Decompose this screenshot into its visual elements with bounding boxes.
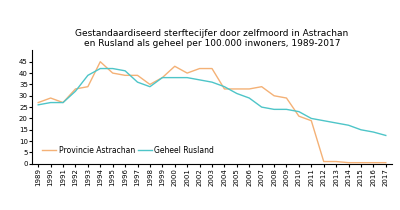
Geheel Rusland <box>123 70 128 72</box>
Provincie Astrachan <box>197 67 202 70</box>
Provincie Astrachan <box>86 85 90 88</box>
Provincie Astrachan <box>185 72 190 74</box>
Provincie Astrachan <box>321 160 326 163</box>
Provincie Astrachan <box>309 119 314 122</box>
Provincie Astrachan <box>123 74 128 77</box>
Provincie Astrachan <box>210 67 214 70</box>
Geheel Rusland <box>284 108 289 111</box>
Geheel Rusland <box>61 101 66 104</box>
Provincie Astrachan <box>48 97 53 99</box>
Geheel Rusland <box>185 76 190 79</box>
Provincie Astrachan <box>148 83 152 86</box>
Geheel Rusland <box>346 124 351 126</box>
Geheel Rusland <box>234 92 239 95</box>
Geheel Rusland <box>309 117 314 120</box>
Provincie Astrachan <box>61 101 66 104</box>
Provincie Astrachan <box>247 88 252 90</box>
Geheel Rusland <box>272 108 276 111</box>
Provincie Astrachan <box>98 60 103 63</box>
Geheel Rusland <box>197 79 202 81</box>
Geheel Rusland <box>383 134 388 137</box>
Geheel Rusland <box>135 81 140 83</box>
Line: Provincie Astrachan: Provincie Astrachan <box>38 62 386 163</box>
Provincie Astrachan <box>36 101 41 104</box>
Provincie Astrachan <box>73 88 78 90</box>
Provincie Astrachan <box>110 72 115 74</box>
Geheel Rusland <box>247 97 252 99</box>
Geheel Rusland <box>148 85 152 88</box>
Provincie Astrachan <box>259 85 264 88</box>
Geheel Rusland <box>334 122 338 124</box>
Geheel Rusland <box>98 67 103 70</box>
Provincie Astrachan <box>135 74 140 77</box>
Geheel Rusland <box>86 74 90 77</box>
Provincie Astrachan <box>172 65 177 68</box>
Line: Geheel Rusland: Geheel Rusland <box>38 68 386 135</box>
Geheel Rusland <box>296 110 301 113</box>
Geheel Rusland <box>172 76 177 79</box>
Provincie Astrachan <box>272 94 276 97</box>
Geheel Rusland <box>321 119 326 122</box>
Geheel Rusland <box>259 106 264 108</box>
Legend: Provincie Astrachan, Geheel Rusland: Provincie Astrachan, Geheel Rusland <box>40 143 217 158</box>
Provincie Astrachan <box>296 115 301 117</box>
Provincie Astrachan <box>371 161 376 164</box>
Geheel Rusland <box>73 90 78 92</box>
Provincie Astrachan <box>383 161 388 164</box>
Provincie Astrachan <box>234 88 239 90</box>
Geheel Rusland <box>110 67 115 70</box>
Geheel Rusland <box>160 76 165 79</box>
Provincie Astrachan <box>222 88 227 90</box>
Geheel Rusland <box>210 81 214 83</box>
Geheel Rusland <box>36 104 41 106</box>
Provincie Astrachan <box>160 76 165 79</box>
Provincie Astrachan <box>346 161 351 164</box>
Provincie Astrachan <box>334 160 338 163</box>
Title: Gestandaardiseerd sterftecijfer door zelfmoord in Astrachan
en Rusland als gehee: Gestandaardiseerd sterftecijfer door zel… <box>75 29 349 48</box>
Provincie Astrachan <box>358 161 363 164</box>
Geheel Rusland <box>358 129 363 131</box>
Geheel Rusland <box>48 101 53 104</box>
Geheel Rusland <box>222 85 227 88</box>
Provincie Astrachan <box>284 97 289 99</box>
Geheel Rusland <box>371 131 376 133</box>
